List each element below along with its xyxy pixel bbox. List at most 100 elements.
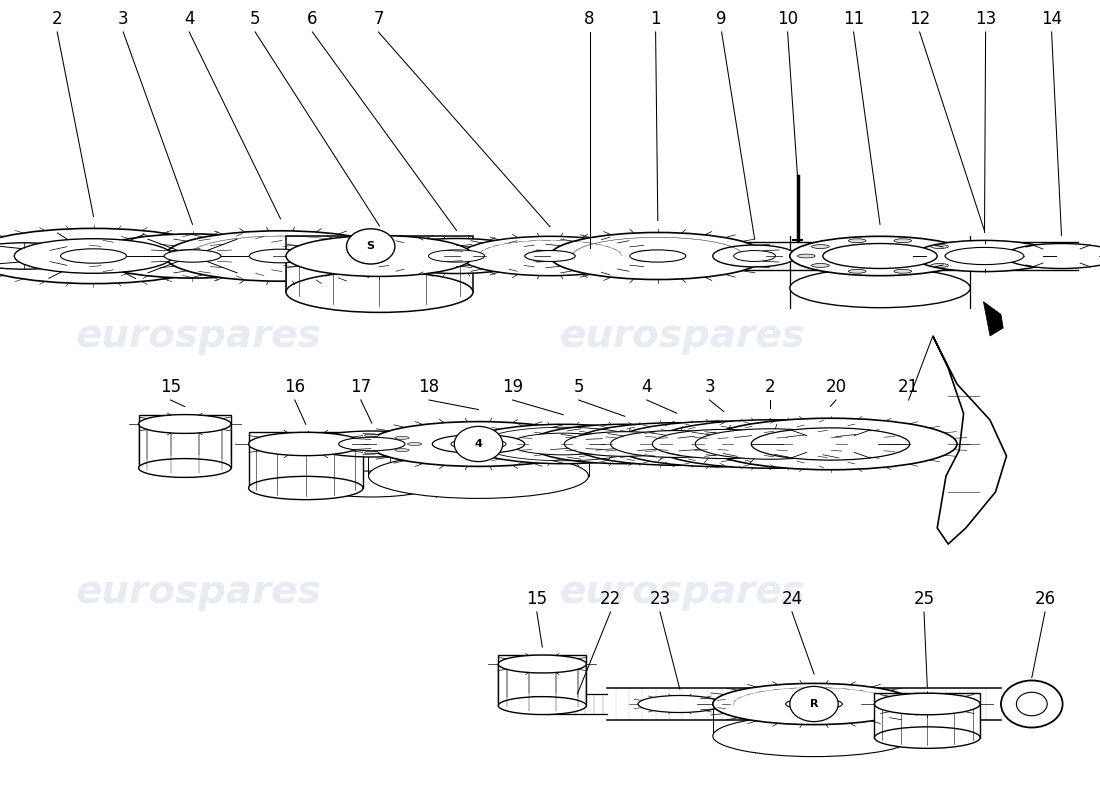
Ellipse shape <box>365 434 378 437</box>
Polygon shape <box>874 694 980 738</box>
Ellipse shape <box>376 238 537 274</box>
Text: 26: 26 <box>1034 590 1056 608</box>
Text: 14: 14 <box>1041 10 1063 28</box>
Text: 12: 12 <box>909 10 931 28</box>
Ellipse shape <box>339 438 405 450</box>
Ellipse shape <box>790 268 970 308</box>
Text: 20: 20 <box>825 378 847 396</box>
Text: 10: 10 <box>777 10 799 28</box>
Ellipse shape <box>249 432 363 456</box>
Text: eurospares: eurospares <box>559 317 805 355</box>
Text: 3: 3 <box>118 10 129 28</box>
Circle shape <box>346 229 395 264</box>
Polygon shape <box>139 414 231 468</box>
Ellipse shape <box>734 250 776 262</box>
Ellipse shape <box>334 436 349 439</box>
Ellipse shape <box>91 234 294 278</box>
Ellipse shape <box>931 263 948 267</box>
Text: 5: 5 <box>573 378 584 396</box>
Text: 6: 6 <box>307 10 318 28</box>
Ellipse shape <box>638 695 722 713</box>
Ellipse shape <box>250 249 311 263</box>
Text: 7: 7 <box>373 10 384 28</box>
Ellipse shape <box>14 238 173 274</box>
Ellipse shape <box>1004 243 1100 269</box>
Text: 19: 19 <box>502 378 524 396</box>
Text: 2: 2 <box>764 378 776 396</box>
Ellipse shape <box>1016 692 1047 716</box>
Text: 22: 22 <box>600 590 621 608</box>
Text: S: S <box>366 242 375 251</box>
Ellipse shape <box>334 449 349 452</box>
Ellipse shape <box>630 250 685 262</box>
Ellipse shape <box>713 715 915 757</box>
Text: 16: 16 <box>284 378 306 396</box>
Ellipse shape <box>1001 681 1063 727</box>
Ellipse shape <box>894 238 912 242</box>
Ellipse shape <box>874 727 980 748</box>
Ellipse shape <box>713 683 915 725</box>
Ellipse shape <box>848 270 866 274</box>
Ellipse shape <box>0 229 220 284</box>
Ellipse shape <box>0 242 85 269</box>
Polygon shape <box>249 432 363 488</box>
Polygon shape <box>933 336 1006 544</box>
Text: 4: 4 <box>184 10 195 28</box>
Ellipse shape <box>432 434 525 454</box>
Ellipse shape <box>498 697 586 714</box>
Ellipse shape <box>407 442 421 446</box>
Text: 4: 4 <box>474 439 483 449</box>
Text: 3: 3 <box>704 378 715 396</box>
Ellipse shape <box>510 433 616 455</box>
Polygon shape <box>498 655 586 706</box>
Ellipse shape <box>286 271 473 312</box>
Ellipse shape <box>322 442 337 446</box>
Text: 24: 24 <box>781 590 803 608</box>
Ellipse shape <box>368 454 588 498</box>
Ellipse shape <box>428 250 485 262</box>
Ellipse shape <box>610 430 742 458</box>
Text: 13: 13 <box>975 10 997 28</box>
Ellipse shape <box>164 250 221 262</box>
Ellipse shape <box>704 418 957 470</box>
Circle shape <box>454 426 503 462</box>
Ellipse shape <box>550 233 766 279</box>
Text: eurospares: eurospares <box>75 573 321 611</box>
Text: 25: 25 <box>913 590 935 608</box>
Ellipse shape <box>572 422 781 466</box>
Text: 15: 15 <box>160 378 182 396</box>
Text: 1: 1 <box>650 10 661 28</box>
Text: 8: 8 <box>584 10 595 28</box>
Ellipse shape <box>368 422 588 466</box>
Ellipse shape <box>931 245 948 249</box>
Ellipse shape <box>945 254 962 258</box>
Ellipse shape <box>651 420 889 468</box>
Text: eurospares: eurospares <box>559 573 805 611</box>
Text: 17: 17 <box>350 378 372 396</box>
Ellipse shape <box>823 243 937 269</box>
Ellipse shape <box>612 421 836 467</box>
Ellipse shape <box>652 430 795 458</box>
Ellipse shape <box>564 432 685 456</box>
Text: 11: 11 <box>843 10 865 28</box>
Ellipse shape <box>466 424 660 464</box>
Ellipse shape <box>812 263 829 267</box>
Ellipse shape <box>308 471 436 497</box>
Ellipse shape <box>913 240 1056 272</box>
Text: 21: 21 <box>898 378 920 396</box>
Ellipse shape <box>451 438 506 450</box>
Ellipse shape <box>525 250 575 262</box>
Ellipse shape <box>894 270 912 274</box>
Ellipse shape <box>139 458 231 478</box>
Ellipse shape <box>790 236 970 276</box>
Text: 4: 4 <box>641 378 652 396</box>
Text: eurospares: eurospares <box>75 317 321 355</box>
Ellipse shape <box>139 414 231 434</box>
Ellipse shape <box>812 245 829 249</box>
Ellipse shape <box>713 245 796 267</box>
Ellipse shape <box>165 230 396 282</box>
Ellipse shape <box>695 429 845 459</box>
Ellipse shape <box>528 424 722 464</box>
Ellipse shape <box>460 236 640 276</box>
Ellipse shape <box>785 698 843 710</box>
